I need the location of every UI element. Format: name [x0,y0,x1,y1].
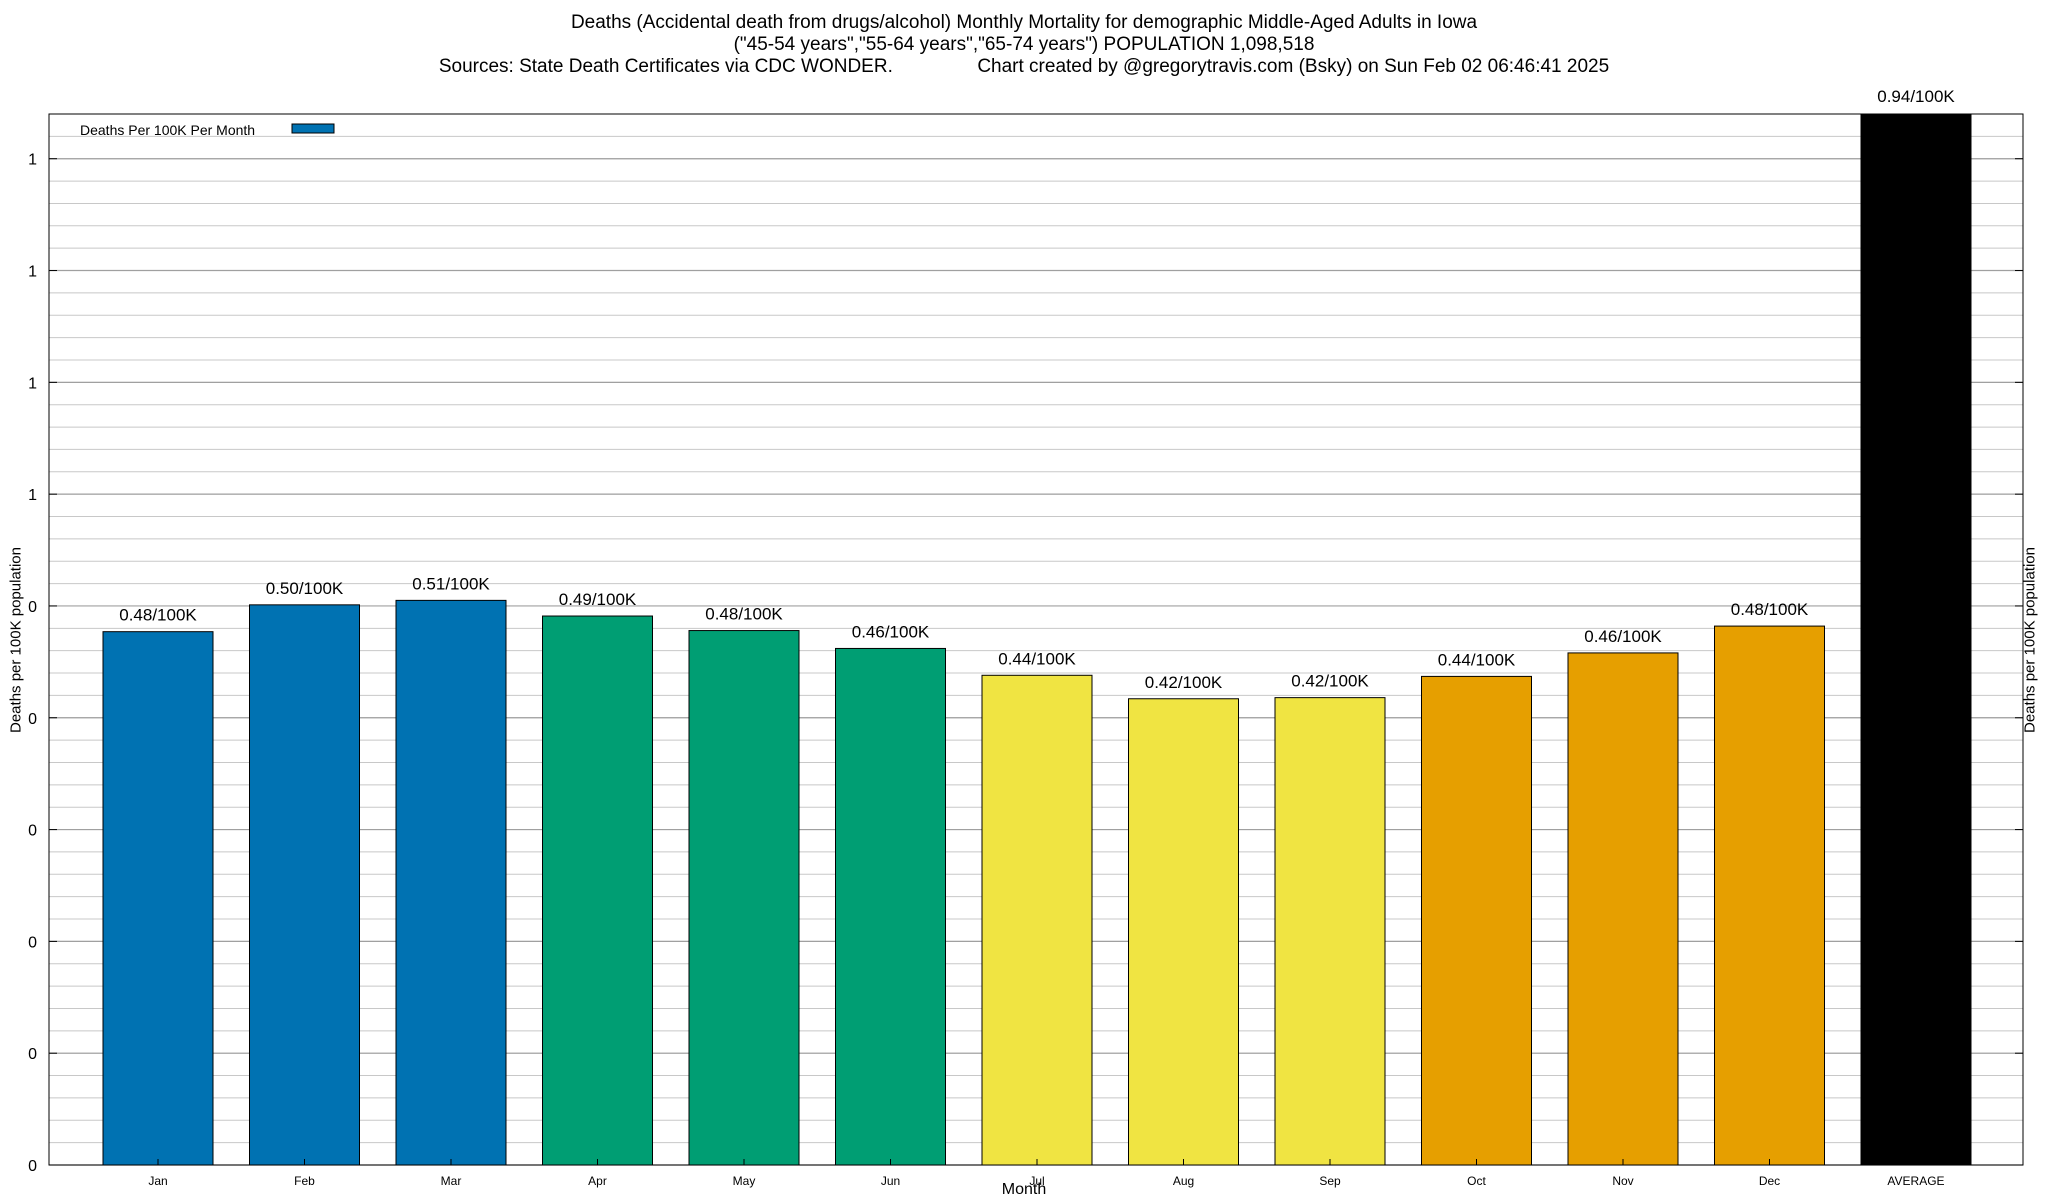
x-tick-label: Jan [148,1174,167,1188]
chart-title-block: Deaths (Accidental death from drugs/alco… [0,12,2048,78]
x-tick-label: Dec [1759,1174,1780,1188]
bar-value-label: 0.51/100K [412,574,490,593]
x-tick-label: Mar [441,1174,462,1188]
y-tick-label: 1 [28,375,37,392]
chart-title: Deaths (Accidental death from drugs/alco… [570,12,1478,33]
bar [981,674,1093,1166]
bar [835,647,946,1166]
x-tick-label: Nov [1612,1174,1633,1188]
bar [249,604,360,1166]
y-tick-label: 0 [28,599,37,616]
bar [1421,675,1532,1166]
bar-value-label: 0.46/100K [852,622,930,641]
bar-value-label: 0.94/100K [1877,87,1955,106]
chart-subtitle: ("45-54 years","55-64 years","65-74 year… [733,34,1315,55]
x-tick-label: Apr [588,1174,607,1188]
bar-value-label: 0.44/100K [1438,650,1516,669]
x-tick-label: Jul [1029,1174,1044,1188]
x-tick-label: Jun [881,1174,900,1188]
y-tick-label: 1 [28,264,37,281]
bar-value-label: 0.42/100K [1145,673,1223,692]
x-tick-label: Oct [1467,1174,1486,1188]
x-axis-label: Month [1001,1181,1047,1198]
bars: 0.48/100K 0.50/100K 0.51/100K 0.49/100K 0.48… [102,87,1972,1166]
y-tick-label: 0 [28,1046,37,1063]
bar [395,599,507,1166]
x-tick-label: Aug [1173,1174,1194,1188]
axis-ticks: 0 0 0 0 0 0 1 1 1 1 Jan Feb Mar Apr May Jun Jul Aug Sep Oct… [28,152,2023,1188]
plot-border [48,113,2024,1166]
y-tick-label: 0 [28,1158,37,1175]
bar [1860,113,1972,1166]
chart-source-credit: Sources: State Death Certificates via CD… [438,56,1610,77]
bar [542,615,653,1166]
y-axis-label-right: Deaths per 100K population [2021,547,2039,733]
plot-frame [48,113,2024,1166]
bar-value-label: 0.42/100K [1291,672,1369,691]
bar-value-label: 0.48/100K [1731,600,1809,619]
bar-value-label: 0.48/100K [705,605,783,624]
y-tick-label: 1 [28,487,37,504]
legend: Deaths Per 100K Per Month [80,122,335,138]
bar [1567,652,1679,1166]
bar-value-label: 0.44/100K [998,649,1076,668]
legend-swatch [291,123,335,134]
x-tick-label: Sep [1319,1174,1341,1188]
bar-value-label: 0.48/100K [119,606,197,625]
x-tick-label: May [733,1174,756,1188]
y-tick-label: 0 [28,934,37,951]
x-tick-label: AVERAGE [1887,1174,1944,1188]
bar [1274,697,1386,1166]
bar-value-label: 0.49/100K [559,590,637,609]
bar [102,631,214,1166]
bar [1128,698,1239,1166]
x-tick-label: Feb [294,1174,315,1188]
y-tick-label: 0 [28,823,37,840]
bar-value-label: 0.50/100K [266,579,344,598]
y-tick-label: 0 [28,711,37,728]
legend-label: Deaths Per 100K Per Month [80,122,255,138]
y-tick-label: 1 [28,152,37,169]
bar [688,630,800,1166]
bar [1714,625,1825,1166]
bar-value-label: 0.46/100K [1584,627,1662,646]
y-axis-label-left: Deaths per 100K population [7,547,25,733]
